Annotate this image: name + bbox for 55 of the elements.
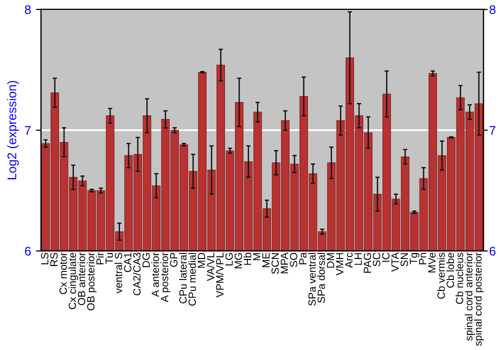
x-tick-label: spinal cord posterior [474, 252, 484, 346]
x-tick-label: Cb nucleus [456, 252, 464, 304]
y2-tick-label: 8 [490, 5, 496, 14]
x-tick-label: CPu medial [188, 253, 196, 306]
x-tick-label: ME [262, 252, 270, 268]
x-tick-label: OB posterior [86, 252, 97, 310]
x-tick-label: MPA [280, 252, 288, 274]
x-tick-label: M [253, 253, 260, 260]
x-tick-label: SPa dorsal [317, 253, 325, 303]
y2-tick-label: 7 [490, 126, 496, 135]
x-tick-label: Cb lobe [446, 252, 454, 288]
x-tick-label: OB anterior [78, 252, 86, 306]
x-tick-label: IC [382, 252, 390, 262]
y-tick-label: 6 [24, 246, 31, 256]
x-tick-label: SCN [272, 253, 279, 274]
y2-tick-label: 6 [490, 246, 496, 256]
x-tick-label: CA2/CA3 [132, 252, 141, 296]
x-tick-label: MVe [428, 252, 436, 272]
x-tick-label: SC [372, 252, 380, 266]
x-tick-label: Pir [96, 252, 104, 264]
x-tick-label: VMH [336, 253, 344, 276]
x-tick-label: CPu lateral [179, 253, 187, 304]
x-tick-label: VPM/VPL [216, 252, 224, 298]
x-tick-label: CA1 [124, 252, 132, 272]
x-tick-label: VTA [391, 252, 399, 272]
x-tick-label: Cx cingulate [68, 252, 78, 310]
x-tick-label: spinal cord anterior [464, 252, 475, 341]
x-tick-label: Hb [244, 252, 252, 265]
x-tick-label: MD [198, 252, 206, 268]
x-tick-label: Arc [345, 252, 353, 268]
x-tick-label: Pa [299, 252, 307, 264]
x-tick-label: SPa ventral [308, 253, 316, 306]
x-tick-label: Pn [419, 253, 426, 264]
x-tick-label: GP [170, 252, 178, 267]
x-tick-label: MG [234, 253, 242, 268]
x-tick-label: SO [290, 252, 298, 267]
y-axis-title: Log2 (expression) [7, 80, 19, 180]
x-tick-label: A anterior [151, 252, 160, 297]
x-tick-label: DG [142, 253, 150, 268]
x-tick-label: PAG [364, 253, 372, 273]
x-tick-label: RS [50, 252, 58, 266]
x-tick-label: Tu [106, 253, 113, 264]
x-tick-label: SN [400, 253, 408, 266]
x-tick-label: Cx motor [59, 252, 67, 294]
x-tick-label: LS [41, 252, 48, 264]
y-tick-label: 8 [24, 5, 31, 14]
x-tick-label: LH [354, 253, 362, 265]
x-tick-label: A posterior [160, 252, 170, 302]
x-tick-label: VA/VL [206, 252, 214, 282]
x-tick-label: DM [326, 253, 334, 268]
x-tick-label: Cb vermis [437, 252, 445, 299]
x-tick-label: ventral S [114, 252, 122, 294]
x-tick-label: Tg [410, 253, 420, 264]
x-tick-label: LG [225, 253, 233, 266]
y-tick-label: 7 [24, 126, 31, 135]
